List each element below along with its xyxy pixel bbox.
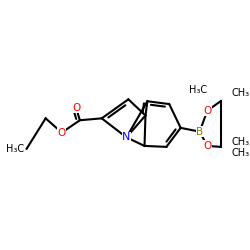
Text: CH₃: CH₃ [231,148,250,158]
Text: N: N [122,132,131,142]
Text: B: B [196,127,203,137]
Text: O: O [203,106,212,116]
Text: O: O [203,141,212,151]
Text: H₃C: H₃C [190,85,208,95]
Text: H₃C: H₃C [6,144,24,154]
Text: O: O [58,128,66,138]
Text: O: O [72,103,80,113]
Text: CH₃: CH₃ [231,88,250,98]
Text: CH₃: CH₃ [231,137,250,147]
